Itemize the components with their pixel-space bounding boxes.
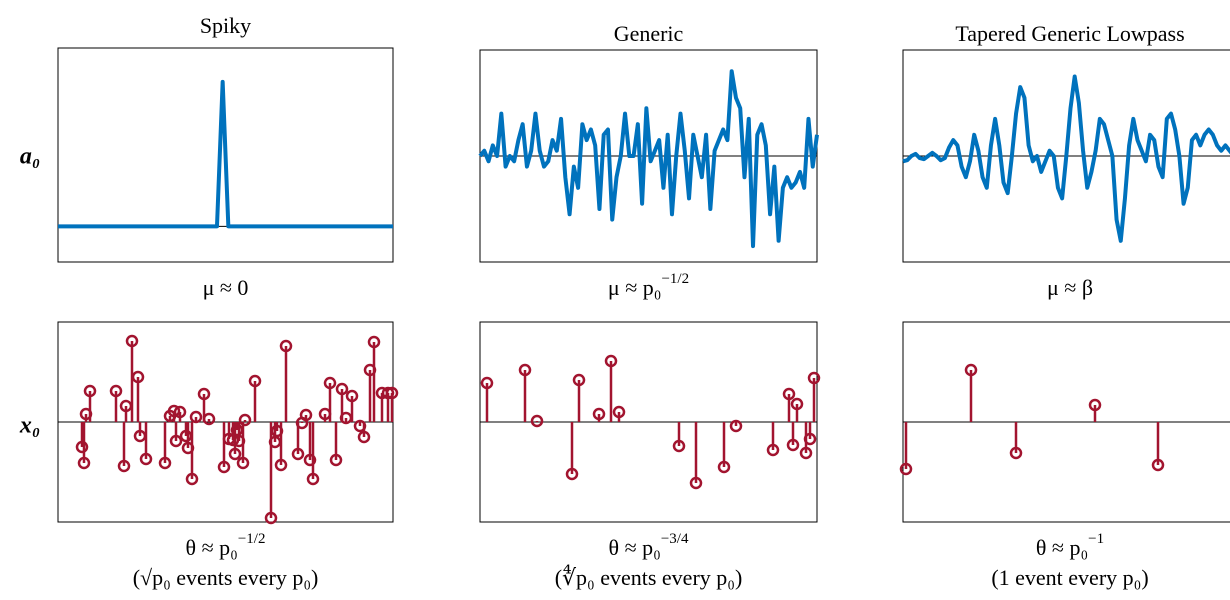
- stem-head: [729, 419, 743, 433]
- stem-head: [612, 405, 626, 419]
- stem-head: [790, 397, 804, 411]
- stem-head: [323, 376, 337, 390]
- stem-head: [604, 354, 618, 368]
- panel-frame: [479, 321, 818, 523]
- stem-head: [83, 384, 97, 398]
- stem-head: [202, 412, 216, 426]
- stem-head: [306, 472, 320, 486]
- stem-head: [299, 408, 313, 422]
- row-label: a₀: [20, 144, 40, 170]
- stem-head: [303, 453, 317, 467]
- panel-title: Generic: [614, 21, 684, 46]
- stem-head: [185, 472, 199, 486]
- signal-line: [902, 74, 1230, 243]
- stem-head: [189, 410, 203, 424]
- stem-head: [125, 334, 139, 348]
- caption-text: θ ≈ p₀: [1036, 535, 1088, 560]
- panel-title: Spiky: [200, 13, 251, 38]
- stem-head: [592, 407, 606, 421]
- caption-text: μ ≈ β: [1047, 275, 1093, 300]
- caption: θ ≈ p₀−1: [1036, 531, 1104, 560]
- stem-head: [169, 434, 183, 448]
- stem-head: [274, 458, 288, 472]
- stem-head: [248, 374, 262, 388]
- signal-line: [58, 79, 393, 229]
- caption-exponent: −1/2: [238, 531, 266, 547]
- stem-head: [167, 404, 181, 418]
- stem-head: [158, 456, 172, 470]
- caption-exponent: −1: [1088, 531, 1104, 547]
- stem-head: [672, 439, 686, 453]
- caption: θ ≈ p₀−1/2: [186, 531, 266, 560]
- stem-head: [964, 363, 978, 377]
- stem-head: [565, 467, 579, 481]
- panel-frame: [57, 47, 394, 263]
- panel-title: Tapered Generic Lowpass: [955, 21, 1184, 46]
- signal-line: [478, 69, 819, 249]
- stem-head: [572, 373, 586, 387]
- caption-note: (√p₀ events every p₀): [133, 565, 319, 590]
- stem-head: [803, 432, 817, 446]
- caption-exponent: −1/2: [661, 271, 689, 287]
- stem-head: [236, 456, 250, 470]
- stem-head: [329, 453, 343, 467]
- stem-head: [899, 462, 913, 476]
- caption: μ ≈ p₀−1/2: [608, 271, 689, 300]
- stem-head: [799, 446, 813, 460]
- caption: μ ≈ 0: [203, 275, 249, 300]
- caption-note: (∜p₀ events every p₀): [555, 564, 743, 590]
- panel-frame: [57, 321, 394, 523]
- stem-head: [766, 443, 780, 457]
- stem-head: [1151, 458, 1165, 472]
- stem-head: [518, 363, 532, 377]
- stem-head: [689, 476, 703, 490]
- panel-frame: [479, 49, 818, 263]
- caption-text: θ ≈ p₀: [186, 535, 238, 560]
- stem-head: [238, 413, 252, 427]
- caption-note: (1 event every p₀): [991, 565, 1148, 590]
- stem-head: [228, 447, 242, 461]
- stem-head: [530, 414, 544, 428]
- stem-head: [385, 386, 399, 400]
- caption-text: θ ≈ p₀: [609, 535, 661, 560]
- stem-head: [77, 456, 91, 470]
- stem-head: [279, 339, 293, 353]
- caption-text: μ ≈ p₀: [608, 275, 662, 300]
- stem-head: [717, 460, 731, 474]
- stem-head: [1088, 398, 1102, 412]
- stem-head: [264, 511, 278, 525]
- stem-head: [807, 371, 821, 385]
- stem-head: [217, 460, 231, 474]
- stem-head: [480, 376, 494, 390]
- stem-head: [335, 382, 349, 396]
- stem-head: [1009, 446, 1023, 460]
- stem-head: [139, 452, 153, 466]
- row-label: x₀: [19, 413, 40, 439]
- caption: θ ≈ p₀−3/4: [609, 531, 689, 560]
- stem-head: [131, 370, 145, 384]
- stem-head: [367, 335, 381, 349]
- stem-head: [786, 438, 800, 452]
- stem-head: [197, 387, 211, 401]
- stem-head: [291, 447, 305, 461]
- caption-exponent: −3/4: [661, 531, 689, 547]
- stem-head: [109, 384, 123, 398]
- stem-head: [345, 389, 359, 403]
- stem-head: [357, 430, 371, 444]
- caption: μ ≈ β: [1047, 275, 1093, 300]
- stem-head: [75, 440, 89, 454]
- stem-head: [117, 459, 131, 473]
- caption-text: μ ≈ 0: [203, 275, 249, 300]
- stem-head: [173, 405, 187, 419]
- stem-head: [782, 387, 796, 401]
